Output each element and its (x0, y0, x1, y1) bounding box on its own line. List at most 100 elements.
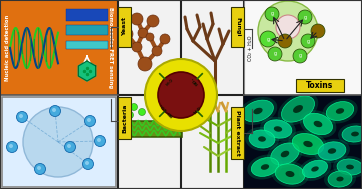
Circle shape (7, 142, 17, 153)
Ellipse shape (328, 171, 352, 187)
Text: Toxins: Toxins (306, 81, 334, 90)
Circle shape (265, 7, 279, 21)
Ellipse shape (261, 164, 269, 170)
Text: g: g (266, 36, 270, 42)
Text: O-H: O-H (190, 104, 200, 114)
Ellipse shape (293, 105, 303, 113)
Polygon shape (78, 61, 96, 81)
Circle shape (87, 118, 91, 122)
Circle shape (147, 15, 159, 27)
Text: g: g (270, 12, 274, 16)
Ellipse shape (292, 133, 324, 155)
Circle shape (121, 28, 133, 40)
Circle shape (145, 59, 217, 131)
Ellipse shape (338, 123, 362, 145)
Circle shape (138, 28, 148, 38)
Ellipse shape (333, 156, 362, 178)
Ellipse shape (271, 143, 299, 165)
Ellipse shape (303, 160, 328, 178)
Circle shape (138, 57, 152, 71)
Ellipse shape (260, 117, 296, 141)
Ellipse shape (336, 108, 344, 114)
Ellipse shape (267, 140, 303, 168)
Circle shape (152, 46, 162, 56)
Circle shape (163, 114, 169, 121)
Ellipse shape (346, 165, 354, 169)
Text: g: g (303, 15, 307, 19)
Ellipse shape (337, 159, 362, 175)
Ellipse shape (318, 142, 346, 160)
Ellipse shape (249, 130, 275, 148)
Ellipse shape (328, 148, 336, 154)
Circle shape (158, 72, 204, 118)
Text: g: g (307, 39, 310, 43)
Circle shape (52, 108, 56, 112)
Ellipse shape (281, 151, 289, 157)
Text: C-H: C-H (162, 76, 172, 85)
Circle shape (311, 24, 325, 38)
Bar (66, 9, 108, 21)
Circle shape (268, 47, 282, 61)
Circle shape (34, 163, 46, 174)
Circle shape (126, 112, 134, 119)
Ellipse shape (311, 166, 319, 172)
Bar (296, 79, 344, 92)
Ellipse shape (258, 136, 266, 142)
Text: g: g (273, 51, 277, 57)
Circle shape (160, 34, 170, 44)
Circle shape (83, 159, 93, 170)
Text: RO-SO₄: RO-SO₄ (159, 101, 174, 117)
Bar (122, 121, 182, 137)
Circle shape (146, 33, 154, 41)
Text: Biomolecules FRET sensing: Biomolecules FRET sensing (108, 7, 113, 89)
Ellipse shape (264, 120, 292, 138)
Circle shape (260, 31, 276, 47)
Bar (118, 97, 131, 139)
Text: CO₂ + H₂O: CO₂ + H₂O (248, 35, 253, 61)
Bar (66, 25, 108, 35)
Ellipse shape (274, 126, 282, 132)
Circle shape (84, 115, 96, 126)
Circle shape (9, 144, 13, 148)
Ellipse shape (282, 96, 315, 122)
Circle shape (139, 108, 146, 115)
Ellipse shape (303, 113, 333, 135)
Bar (66, 41, 108, 49)
Circle shape (131, 13, 143, 25)
Ellipse shape (313, 121, 322, 127)
Circle shape (301, 34, 315, 48)
Text: g: g (298, 53, 302, 59)
Ellipse shape (303, 141, 313, 147)
Ellipse shape (247, 155, 283, 180)
Ellipse shape (286, 171, 294, 177)
Circle shape (97, 138, 101, 142)
Ellipse shape (342, 126, 362, 142)
Ellipse shape (300, 110, 336, 138)
Circle shape (19, 114, 23, 118)
Ellipse shape (271, 161, 309, 187)
Ellipse shape (245, 127, 279, 151)
Circle shape (156, 105, 164, 112)
Ellipse shape (243, 100, 273, 122)
Circle shape (293, 49, 307, 63)
Ellipse shape (326, 101, 354, 120)
Ellipse shape (299, 157, 332, 181)
Circle shape (37, 166, 41, 170)
Ellipse shape (251, 158, 279, 176)
Circle shape (258, 1, 318, 61)
Ellipse shape (336, 177, 344, 181)
Ellipse shape (324, 168, 356, 189)
Text: Nucleic acid detection: Nucleic acid detection (5, 15, 10, 81)
Circle shape (151, 111, 157, 118)
Ellipse shape (275, 164, 305, 184)
Circle shape (276, 15, 300, 39)
Circle shape (132, 42, 142, 52)
Bar (231, 7, 244, 47)
Text: Fungi: Fungi (235, 17, 240, 37)
Bar (0, 0, 118, 95)
Ellipse shape (278, 93, 318, 125)
Ellipse shape (253, 108, 262, 114)
Text: Bacteria: Bacteria (122, 103, 127, 133)
Text: Plant extract: Plant extract (235, 110, 240, 156)
Ellipse shape (239, 97, 277, 125)
